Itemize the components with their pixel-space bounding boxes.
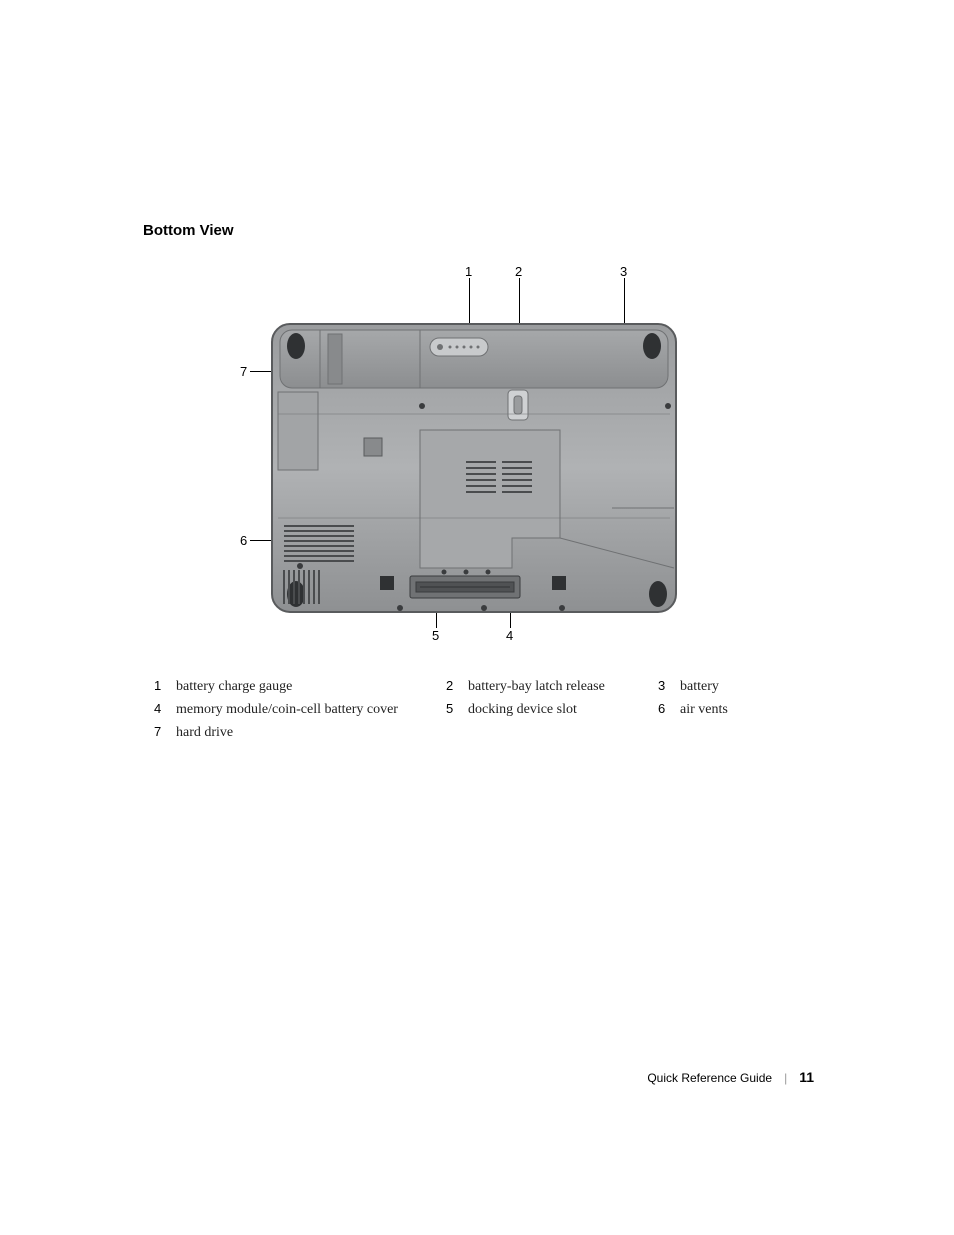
legend-num: 3 — [658, 678, 680, 693]
legend-row: 4 memory module/coin-cell battery cover … — [154, 701, 814, 718]
callout-4: 4 — [506, 628, 513, 643]
page-footer: Quick Reference Guide | 11 — [647, 1069, 814, 1085]
legend-row: 7 hard drive — [154, 724, 814, 741]
legend-text: battery charge gauge — [176, 679, 446, 695]
footer-title: Quick Reference Guide — [647, 1071, 772, 1085]
legend-text: hard drive — [176, 725, 446, 741]
callout-1: 1 — [465, 264, 472, 279]
section-heading: Bottom View — [143, 222, 234, 239]
legend-num: 7 — [154, 724, 176, 739]
callout-5: 5 — [432, 628, 439, 643]
page: Bottom View 1 2 3 7 6 5 4 — [0, 0, 954, 1235]
legend-text: memory module/coin-cell battery cover — [176, 702, 446, 718]
legend-text: battery-bay latch release — [468, 679, 658, 695]
laptop-svg — [270, 318, 678, 618]
legend-text: air vents — [680, 702, 800, 718]
legend-num: 5 — [446, 701, 468, 716]
legend-text: docking device slot — [468, 702, 658, 718]
callout-6: 6 — [240, 533, 247, 548]
callout-7: 7 — [240, 364, 247, 379]
callout-2: 2 — [515, 264, 522, 279]
footer-sep: | — [784, 1071, 787, 1085]
legend-num: 6 — [658, 701, 680, 716]
callout-3: 3 — [620, 264, 627, 279]
legend-num: 1 — [154, 678, 176, 693]
footer-page: 11 — [799, 1069, 814, 1085]
legend-num: 2 — [446, 678, 468, 693]
legend-text: battery — [680, 679, 800, 695]
laptop-bottom-illustration — [270, 318, 678, 618]
legend-row: 1 battery charge gauge 2 battery-bay lat… — [154, 678, 814, 695]
legend: 1 battery charge gauge 2 battery-bay lat… — [154, 678, 814, 747]
diagram: 1 2 3 7 6 5 4 — [240, 264, 710, 654]
legend-num: 4 — [154, 701, 176, 716]
